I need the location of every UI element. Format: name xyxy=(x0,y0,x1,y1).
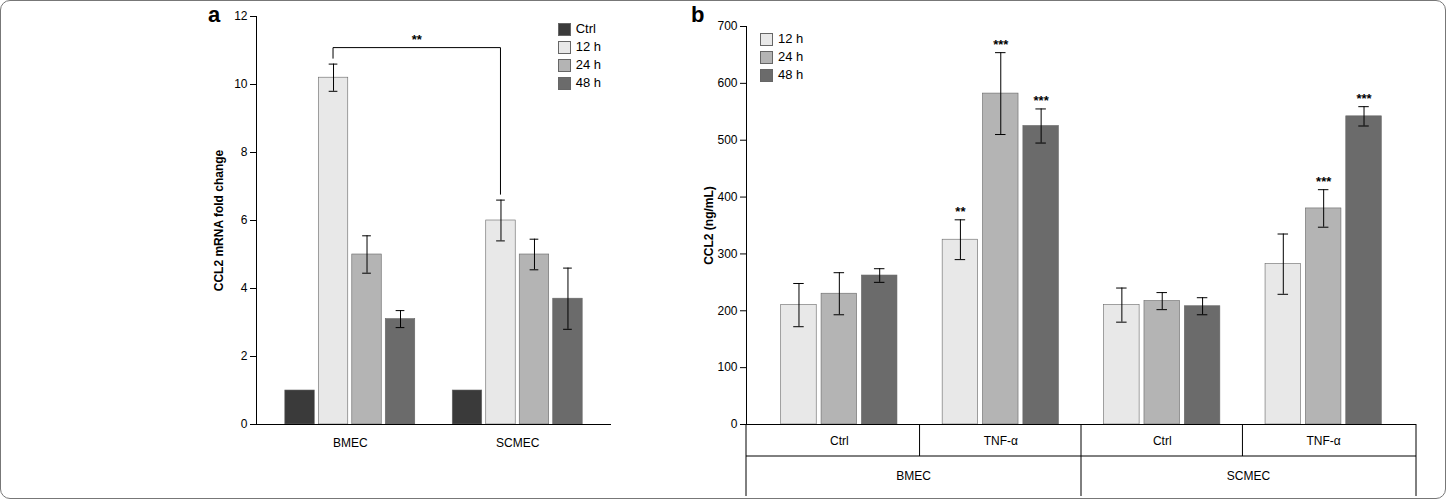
html-text:12 h: 12 h xyxy=(575,39,601,54)
svg-text:SCMEC: SCMEC xyxy=(1227,469,1271,483)
svg-text:TNF-α: TNF-α xyxy=(984,434,1018,448)
svg-text:***: *** xyxy=(1316,174,1332,189)
html-text:48 h: 48 h xyxy=(778,67,804,82)
svg-text:200: 200 xyxy=(717,304,737,318)
svg-text:6: 6 xyxy=(241,213,248,227)
html-text:b: b xyxy=(691,2,705,27)
svg-text:Ctrl: Ctrl xyxy=(830,434,849,448)
svg-text:BMEC: BMEC xyxy=(333,436,368,450)
html-text:12 h: 12 h xyxy=(778,31,804,46)
html-text:24 h: 24 h xyxy=(575,57,601,72)
svg-text:BMEC: BMEC xyxy=(896,469,931,483)
svg-text:400: 400 xyxy=(717,190,737,204)
svg-text:12: 12 xyxy=(234,9,248,23)
svg-text:***: *** xyxy=(993,37,1009,52)
svg-text:**: ** xyxy=(955,204,966,219)
svg-text:2: 2 xyxy=(241,349,248,363)
svg-text:0: 0 xyxy=(731,417,738,431)
svg-text:500: 500 xyxy=(717,133,737,147)
svg-text:600: 600 xyxy=(717,76,737,90)
svg-text:300: 300 xyxy=(717,247,737,261)
svg-text:4: 4 xyxy=(241,281,248,295)
svg-text:8: 8 xyxy=(241,145,248,159)
svg-text:0: 0 xyxy=(241,417,248,431)
svg-text:***: *** xyxy=(1356,91,1372,106)
svg-text:**: ** xyxy=(412,32,423,47)
svg-text:***: *** xyxy=(1034,93,1050,108)
svg-text:TNF-α: TNF-α xyxy=(1307,434,1341,448)
svg-text:Ctrl: Ctrl xyxy=(1153,434,1172,448)
svg-text:SCMEC: SCMEC xyxy=(496,436,540,450)
html-text:Ctrl: Ctrl xyxy=(575,21,596,36)
svg-text:CCL2 (ng/mL): CCL2 (ng/mL) xyxy=(702,186,716,265)
html-text:a: a xyxy=(208,2,221,27)
svg-text:10: 10 xyxy=(234,77,248,91)
svg-text:700: 700 xyxy=(717,19,737,33)
html-text:48 h: 48 h xyxy=(575,75,601,90)
svg-text:CCL2 mRNA fold change: CCL2 mRNA fold change xyxy=(212,149,226,291)
svg-text:100: 100 xyxy=(717,360,737,374)
html-text:24 h: 24 h xyxy=(778,49,804,64)
